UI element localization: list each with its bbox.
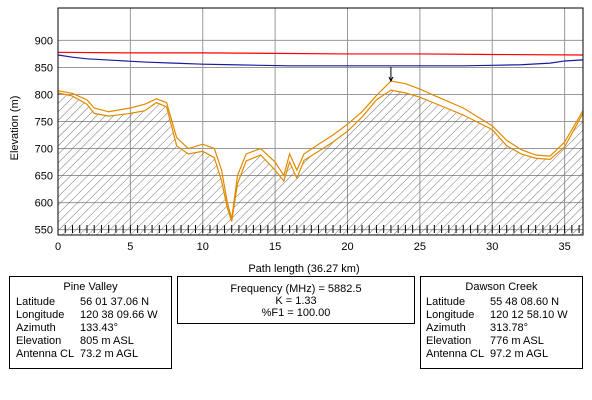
x-tick-label: 30 [486,241,498,253]
x-axis-label: Path length (36.27 km) [248,263,359,275]
y-tick-label: 850 [35,62,53,74]
link-parameters-box: Frequency (MHz) = 5882.5 K = 1.33 %F1 = … [177,276,415,324]
site-row: Antenna CL 73.2 m AGL [16,348,165,361]
site-value: 55 48 08.60 N [490,296,560,308]
site-info-left: Pine Valley Latitude 56 01 37.06 N Longit… [9,276,172,369]
site-value: 776 m ASL [490,335,544,347]
site-row: Elevation 776 m ASL [426,335,577,348]
obstruction-arrow [388,76,394,83]
y-tick-label: 550 [35,225,53,237]
site-value: 73.2 m AGL [80,348,139,360]
y-tick-labels: 550 600 650 700 750 800 850 900 [35,35,53,236]
site-row: Latitude 56 01 37.06 N [16,296,165,309]
site-key: Azimuth [426,322,466,334]
site-key: Antenna CL [426,348,485,360]
site-key: Elevation [16,335,62,347]
fresnel-text: %F1 = 100.00 [261,307,331,319]
site-row: Elevation 805 m ASL [16,335,165,348]
x-tick-label: 5 [127,241,133,253]
site-row: Azimuth 133.43° [16,322,165,335]
x-tick-label: 10 [197,241,209,253]
site-value: 120 38 09.66 W [80,309,158,321]
series-line-fresnel-clearance [57,54,584,67]
y-axis-label: Elevation (m) [9,96,21,161]
site-info-right: Dawson Creek Latitude 55 48 08.60 N Longi… [420,276,583,369]
site-value: 805 m ASL [80,335,134,347]
annotation-layer [388,66,394,83]
site-key: Latitude [16,296,56,308]
frequency-text: Frequency (MHz) = 5882.5 [230,283,362,295]
site-name: Pine Valley [63,281,118,293]
y-tick-label: 700 [35,144,53,156]
site-row: Azimuth 313.78° [426,322,577,335]
series-line-los-line [57,51,584,56]
k-factor-text: K = 1.33 [275,295,317,307]
x-tick-label: 0 [55,241,61,253]
y-tick-label: 750 [35,117,53,129]
site-key: Azimuth [16,322,56,334]
site-row: Latitude 55 48 08.60 N [426,296,577,309]
plot-frame [57,7,584,236]
series-line-terrain-upper [57,80,584,219]
terrain-hatch [58,90,583,236]
site-name: Dawson Creek [465,281,538,293]
site-value: 313.78° [490,322,529,334]
site-row: Longitude 120 12 58.10 W [426,309,577,322]
site-value: 56 01 37.06 N [80,296,150,308]
site-key: Latitude [426,296,466,308]
x-tick-label: 25 [414,241,426,253]
y-tick-label: 600 [35,198,53,210]
site-key: Elevation [426,335,472,347]
y-tick-label: 900 [35,35,53,47]
site-row: Longitude 120 38 09.66 W [16,309,165,322]
site-value: 120 12 58.10 W [490,309,568,321]
y-tick-label: 650 [35,171,53,183]
x-tick-labels: 0 5 10 15 20 25 30 35 [55,241,571,253]
site-key: Antenna CL [16,348,75,360]
site-key: Longitude [16,309,65,321]
series-layer [57,51,584,222]
x-tick-label: 15 [269,241,281,253]
x-tick-label: 35 [558,241,570,253]
site-value: 97.2 m AGL [490,348,549,360]
series-line-terrain-lower [57,89,584,222]
site-row: Antenna CL 97.2 m AGL [426,348,577,361]
site-value: 133.43° [80,322,119,334]
y-tick-label: 800 [35,89,53,101]
site-key: Longitude [426,309,475,321]
x-tick-label: 20 [341,241,353,253]
